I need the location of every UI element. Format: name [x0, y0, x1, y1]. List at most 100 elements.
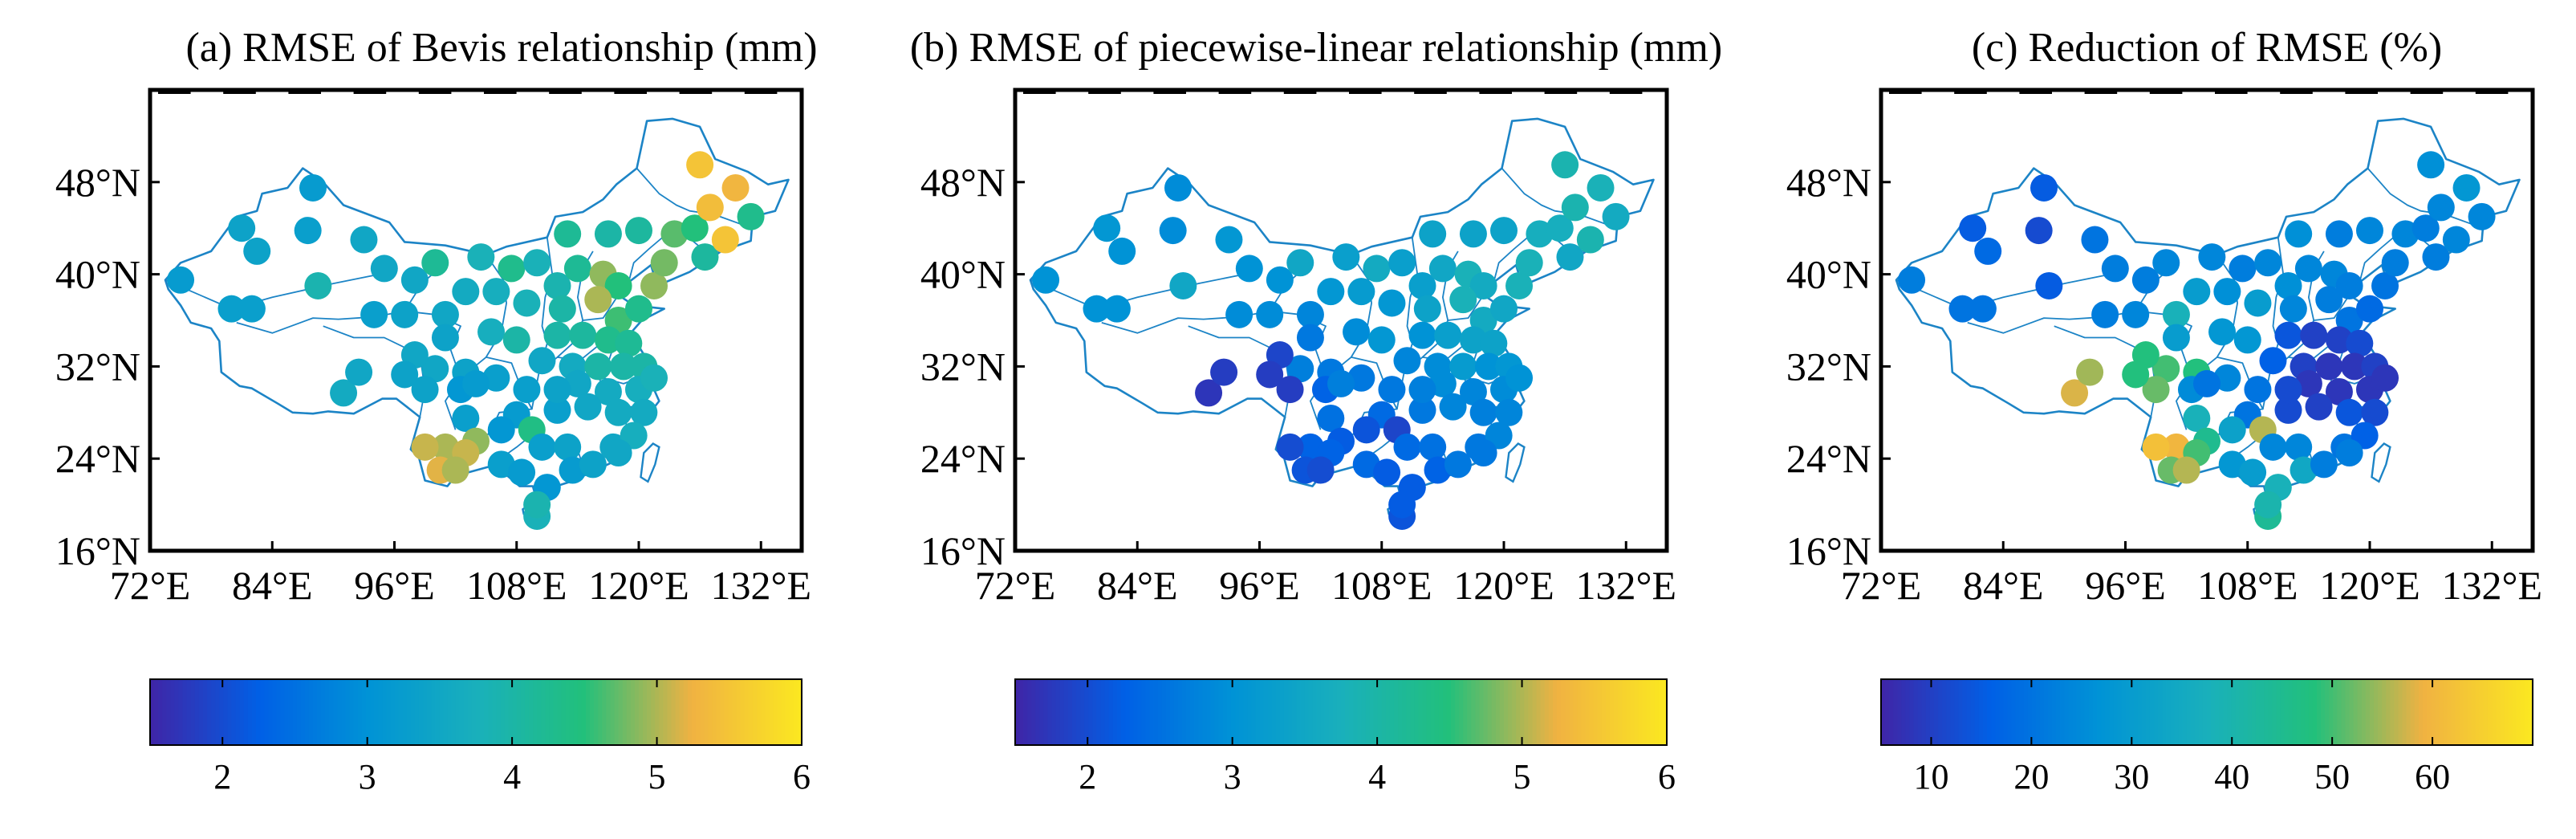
station-marker	[1576, 226, 1604, 254]
colorbar-segment	[2520, 679, 2525, 745]
station-marker	[2142, 433, 2170, 461]
colorbar-segment	[1471, 679, 1477, 745]
station-marker	[2213, 278, 2241, 306]
colorbar-segment	[708, 679, 713, 745]
colorbar-segment	[1349, 679, 1355, 745]
colorbar-tick-label: 3	[359, 757, 376, 796]
colorbar-segment	[2154, 679, 2159, 745]
station-marker	[304, 271, 332, 299]
colorbar-segment	[2398, 679, 2403, 745]
colorbar-segment	[1520, 679, 1526, 745]
colorbar-segment	[1516, 679, 1522, 745]
colorbar-segment	[1913, 679, 1919, 745]
station-marker	[2233, 326, 2261, 354]
colorbar-segment	[333, 679, 339, 745]
lat-tick-label: 48°N	[55, 160, 140, 205]
colorbar-segment	[223, 679, 229, 745]
station-marker	[563, 255, 591, 283]
colorbar-segment	[414, 679, 420, 745]
station-marker	[2274, 376, 2302, 404]
station-marker	[604, 439, 632, 467]
colorbar-segment	[2276, 679, 2281, 745]
station-marker	[1296, 324, 1324, 352]
colorbar-segment	[1072, 679, 1077, 745]
station-marker	[594, 377, 622, 405]
colorbar-segment	[1275, 679, 1281, 745]
colorbar-segment	[2512, 679, 2517, 745]
colorbar-segment	[577, 679, 583, 745]
colorbar-segment	[1646, 679, 1652, 745]
colorbar-segment	[174, 679, 180, 745]
province-boundary	[1448, 294, 1485, 321]
colorbar-segment	[2516, 679, 2521, 745]
colorbar-segment	[2133, 679, 2139, 745]
station-marker	[2239, 458, 2267, 487]
colorbar-segment	[2296, 679, 2302, 745]
colorbar-frame	[1880, 678, 2533, 746]
colorbar-segment	[170, 679, 176, 745]
colorbar-segment	[2117, 679, 2123, 745]
colorbar-segment	[488, 679, 494, 745]
colorbar-segment	[1422, 679, 1428, 745]
colorbar-segment	[484, 679, 490, 745]
station-marker	[2244, 289, 2272, 317]
station-marker	[2452, 173, 2481, 202]
colorbar-segment	[1328, 679, 1334, 745]
colorbar-segment	[1251, 679, 1257, 745]
station-marker	[548, 295, 576, 323]
station-marker	[1474, 352, 1502, 381]
colorbar-segment	[675, 679, 681, 745]
colorbar-segment	[2182, 679, 2188, 745]
colorbar-segment	[2272, 679, 2277, 745]
colorbar-segment	[1909, 679, 1915, 745]
frame-segment	[2149, 88, 2183, 94]
station-marker	[1419, 220, 1447, 248]
colorbar-segment	[1157, 679, 1163, 745]
colorbar-segment	[1881, 679, 1886, 745]
station-marker	[640, 271, 668, 299]
colorbar-segment	[610, 679, 616, 745]
colorbar-segment	[569, 679, 575, 745]
colorbar-segment	[573, 679, 579, 745]
colorbar-segment	[720, 679, 725, 745]
colorbar-segment	[1581, 679, 1587, 745]
colorbar-segment	[455, 679, 461, 745]
colorbar-segment	[1921, 679, 1927, 745]
colorbar-segment	[732, 679, 737, 745]
colorbar-segment	[1051, 679, 1057, 745]
colorbar-segment	[2455, 679, 2460, 745]
station-marker	[1343, 318, 1371, 346]
station-marker	[1393, 347, 1421, 375]
colorbar-segment	[1536, 679, 1542, 745]
colorbar-segment	[2202, 679, 2208, 745]
station-marker	[2254, 491, 2282, 519]
colorbar-segment	[1063, 679, 1069, 745]
colorbar-segment	[724, 679, 729, 745]
station-marker	[421, 355, 449, 383]
colorbar-segment	[643, 679, 648, 745]
colorbar-segment	[1893, 679, 1899, 745]
colorbar-segment	[427, 679, 432, 745]
colorbar-segment	[390, 679, 396, 745]
station-marker	[1505, 364, 1534, 392]
station-marker	[1561, 193, 1589, 222]
station-marker	[2300, 321, 2328, 349]
colorbar-segment	[2475, 679, 2481, 745]
colorbar-segment	[2390, 679, 2395, 745]
colorbar-segment	[1230, 679, 1236, 745]
colorbar-segment	[1271, 679, 1277, 745]
colorbar-segment	[1385, 679, 1391, 745]
colorbar-segment	[398, 679, 404, 745]
colorbar-segment	[410, 679, 416, 745]
colorbar-segment	[284, 679, 290, 745]
colorbar-segment	[1532, 679, 1538, 745]
panel-c-title: (c) Reduction of RMSE (%)	[1971, 25, 2443, 71]
colorbar-segment	[162, 679, 168, 745]
station-marker	[1490, 217, 1518, 245]
colorbar-segment	[2504, 679, 2509, 745]
lat-tick-label: 24°N	[1786, 436, 1871, 481]
station-marker	[1103, 295, 1131, 323]
station-marker	[2285, 220, 2313, 248]
colorbar-segment	[793, 679, 798, 745]
station-marker	[1367, 326, 1396, 354]
